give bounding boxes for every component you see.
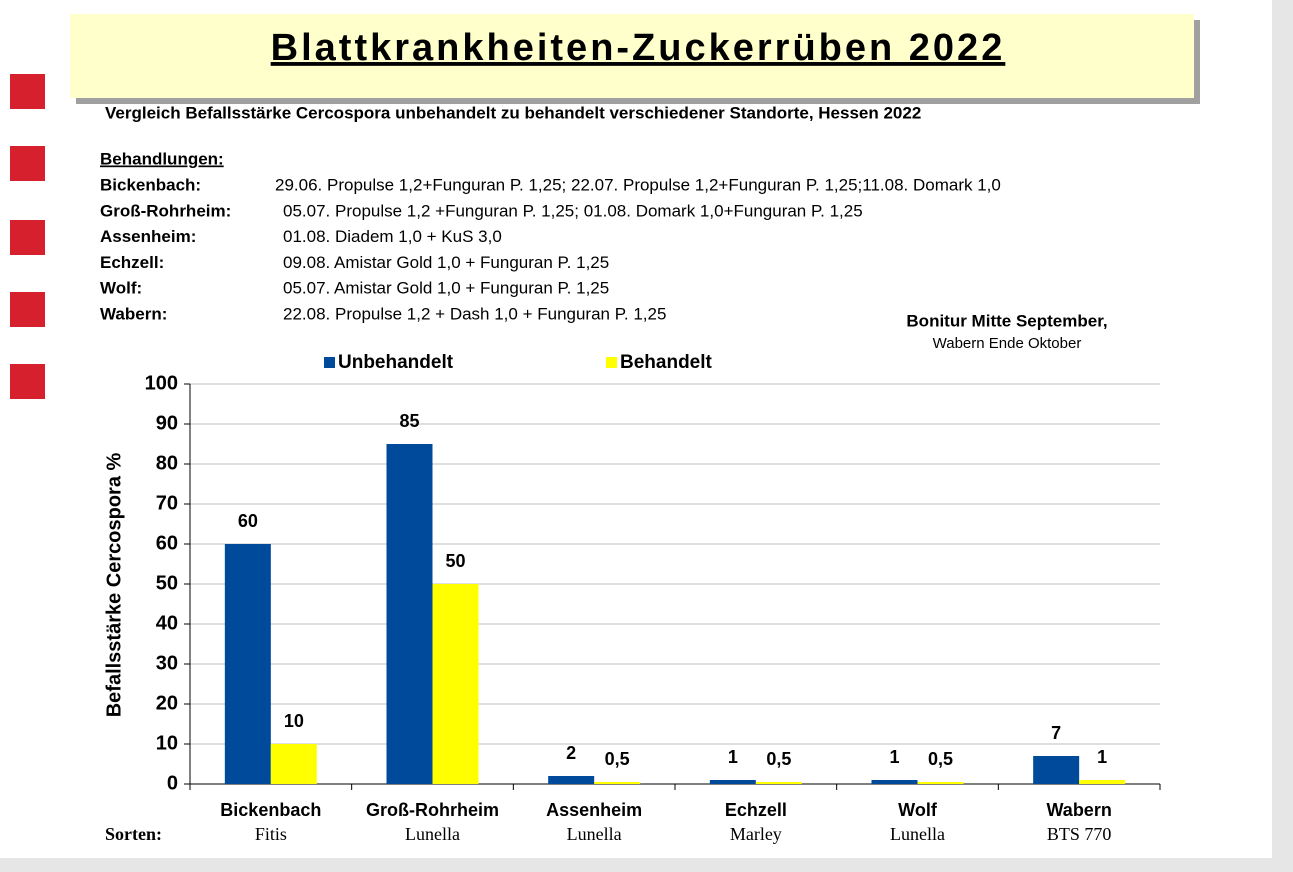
treatment-text: 05.07. Propulse 1,2 +Funguran P. 1,25; 0… [283,201,863,220]
title: Blattkrankheiten-Zuckerrüben 2022 [271,27,1006,69]
y-tick-label: 70 [156,492,178,514]
y-axis-title: Befallsstärke Cercospora % [103,453,125,718]
y-tick-label: 0 [167,772,178,794]
treatment-site: Wabern: [100,304,167,323]
title-box [70,14,1194,98]
treatment-text: 22.08. Propulse 1,2 + Dash 1,0 + Fungura… [283,304,666,323]
data-label: 0,5 [928,749,953,769]
data-label: 50 [445,551,465,571]
data-label: 2 [566,743,576,763]
data-label: 85 [399,411,419,431]
x-tick-label: Wabern [1046,800,1111,820]
bar [871,780,918,784]
note: Bonitur Mitte September, [906,311,1107,330]
variety-label: BTS 770 [1047,824,1112,844]
x-tick-label: Bickenbach [220,800,321,820]
legend-label: Unbehandelt [338,352,454,373]
bar [224,544,271,784]
treatment-text: 01.08. Diadem 1,0 + KuS 3,0 [283,227,502,246]
varieties-label: Sorten: [105,824,162,844]
legend-label: Behandelt [620,352,713,373]
bar [755,782,802,784]
data-label: 1 [728,747,738,767]
y-tick-label: 10 [156,732,178,754]
treatment-text: 09.08. Amistar Gold 1,0 + Funguran P. 1,… [283,253,609,272]
treatment-text: 05.07. Amistar Gold 1,0 + Funguran P. 1,… [283,279,609,298]
x-tick-label: Echzell [725,800,787,820]
treatment-site: Assenheim: [100,227,196,246]
legend-swatch [324,357,335,368]
decor [10,74,45,399]
x-tick-label: Wolf [898,800,938,820]
y-tick-label: 50 [156,572,178,594]
x-tick-label: Assenheim [546,800,642,820]
x-tick-label: Groß-Rohrheim [366,800,499,820]
bar [386,444,433,784]
data-label: 1 [1097,747,1107,767]
square [10,364,45,399]
treatments-heading: Behandlungen: [100,149,224,168]
variety-label: Lunella [890,824,945,844]
bar [1033,756,1080,784]
bar [709,780,756,784]
variety-label: Marley [730,824,782,844]
treatment-site: Groß-Rohrheim: [100,201,231,220]
data-label: 0,5 [605,749,630,769]
square [10,292,45,327]
slide-bg [0,0,1272,858]
bar [270,744,317,784]
square [10,220,45,255]
treatment-site: Bickenbach: [100,175,201,194]
treatment-site: Echzell: [100,253,164,272]
data-label: 60 [238,511,258,531]
bar [594,782,641,784]
data-label: 10 [284,711,304,731]
data-label: 7 [1051,723,1061,743]
y-tick-label: 90 [156,412,178,434]
data-label: 0,5 [766,749,791,769]
y-tick-label: 20 [156,692,178,714]
variety-label: Fitis [255,824,287,844]
treatment-text: 29.06. Propulse 1,2+Funguran P. 1,25; 22… [275,175,1001,194]
y-tick-label: 40 [156,612,178,634]
y-tick-label: 30 [156,652,178,674]
square [10,146,45,181]
treatment-site: Wolf: [100,279,142,298]
bar [432,584,479,784]
bar [1079,780,1126,784]
data-label: 1 [889,747,899,767]
y-tick-label: 100 [145,372,178,394]
square [10,74,45,109]
subtitle: Vergleich Befallsstärke Cercospora unbeh… [105,103,921,122]
legend-swatch [606,357,617,368]
y-tick-label: 60 [156,532,178,554]
bar [917,782,964,784]
note: Wabern Ende Oktober [933,335,1082,352]
variety-label: Lunella [567,824,622,844]
y-tick-label: 80 [156,452,178,474]
variety-label: Lunella [405,824,460,844]
bar [548,776,595,784]
